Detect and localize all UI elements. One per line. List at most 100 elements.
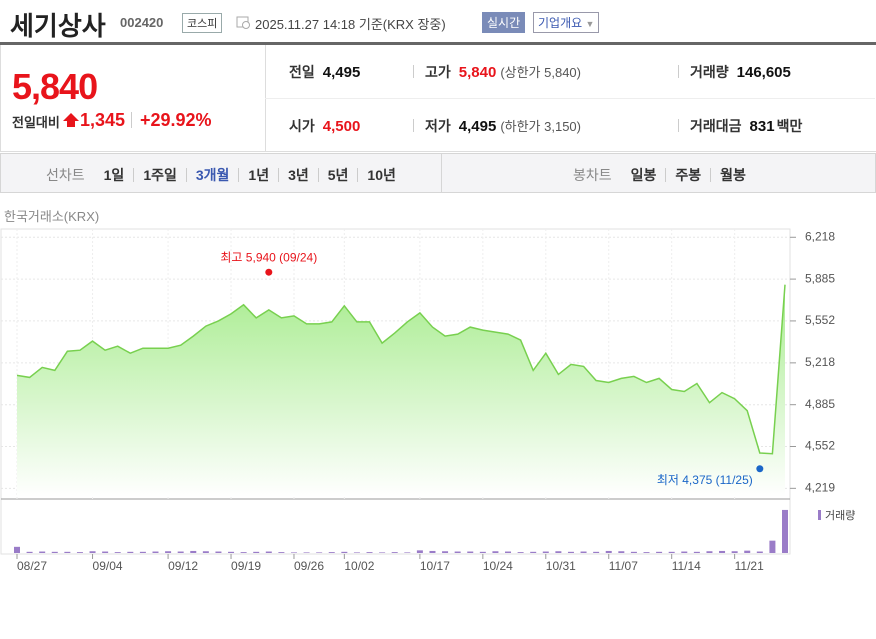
annotation-label: 최고 5,940 (09/24) xyxy=(220,250,317,264)
tab[interactable]: 1년 xyxy=(238,168,278,182)
volume-bar xyxy=(328,552,335,553)
y-tick-label: 4,552 xyxy=(805,439,835,453)
clock-icon xyxy=(236,16,250,29)
volume-bar xyxy=(643,552,650,553)
volume-bar xyxy=(505,551,512,553)
stat-label: 고가 xyxy=(425,64,451,80)
volume-bar xyxy=(416,550,423,553)
volume-bar xyxy=(605,550,612,553)
volume-bar xyxy=(693,551,700,553)
volume-bar xyxy=(14,546,20,553)
stat-unit: 백만 xyxy=(776,118,803,134)
stat-prev: 전일 4,495 xyxy=(289,62,360,82)
tab[interactable]: 1일 xyxy=(103,167,125,183)
volume-bar xyxy=(731,551,738,553)
change-divider xyxy=(131,112,132,128)
stat-value: 4,495 xyxy=(458,118,497,135)
legend-swatch xyxy=(818,510,821,520)
annotation-dot xyxy=(265,268,273,276)
stat-label: 저가 xyxy=(425,118,451,134)
dropdown-arrow: ▼ xyxy=(585,19,595,29)
volume-bar xyxy=(51,551,58,553)
volume-bar xyxy=(391,552,398,553)
company-button[interactable]: 기업개요 ▼ xyxy=(533,12,600,33)
volume-bar xyxy=(202,551,209,553)
tab[interactable]: 10년 xyxy=(357,168,404,182)
company-button-label: 기업개요 xyxy=(538,16,583,30)
volume-bar xyxy=(39,551,46,553)
tab[interactable]: 1주일 xyxy=(133,168,186,182)
volume-bar xyxy=(706,551,713,553)
price-line xyxy=(16,284,786,455)
plot-frame xyxy=(0,228,791,555)
realtime-button[interactable]: 실시간 xyxy=(482,12,526,33)
volume-bar xyxy=(555,551,562,553)
current-price: 5,840 xyxy=(12,66,98,107)
tab-group-label: 봉차트 xyxy=(573,167,612,183)
tab[interactable]: 3개월 xyxy=(185,168,239,182)
volume-bar xyxy=(102,551,109,553)
market-badge: 코스피 xyxy=(182,13,223,33)
x-tick-label: 10/31 xyxy=(546,559,576,573)
volume-bar xyxy=(290,552,297,553)
y-tick-label: 5,218 xyxy=(805,355,835,369)
timestamp-basis: 기준(KRX 장중) xyxy=(358,17,446,32)
volume-bar xyxy=(89,551,96,553)
volume-bar xyxy=(366,552,373,553)
stat-amount: 거래대금 831 백만 xyxy=(677,116,803,136)
x-tick-label: 11/14 xyxy=(672,559,701,573)
stat-high: 고가 5,840 (상한가 5,840) xyxy=(413,62,581,82)
stat-label: 거래량 xyxy=(690,64,729,80)
stat-label: 시가 xyxy=(289,118,315,134)
legend-label: 거래량 xyxy=(825,509,855,522)
summary-row-divider xyxy=(265,98,875,99)
y-tick-label: 4,885 xyxy=(805,397,835,411)
volume-bar xyxy=(139,551,146,553)
volume-bar xyxy=(26,551,33,553)
volume-bar xyxy=(769,540,776,553)
volume-bar xyxy=(228,551,235,553)
change-rate: +29.92% xyxy=(140,110,212,130)
tab[interactable]: 주봉 xyxy=(665,168,710,182)
x-tick-label: 11/07 xyxy=(609,559,638,573)
tab-bar-divider xyxy=(441,154,442,192)
volume-bar xyxy=(429,550,436,553)
stat-note: (상한가 5,840) xyxy=(500,65,581,80)
stat-label: 거래대금 xyxy=(690,118,742,134)
volume-bar xyxy=(127,551,134,553)
volume-bar xyxy=(618,551,625,553)
volume-bar xyxy=(379,552,386,553)
tab[interactable]: 5년 xyxy=(317,168,358,182)
price-area xyxy=(17,284,785,497)
y-tick-label: 5,885 xyxy=(805,271,835,285)
x-tick-label: 09/12 xyxy=(168,559,198,573)
volume-bar xyxy=(681,551,688,553)
stat-value: 4,495 xyxy=(322,64,361,81)
change-label: 전일대비 xyxy=(12,115,60,130)
volume-bar xyxy=(341,551,348,553)
volume-bar xyxy=(404,552,411,553)
volume-bar xyxy=(303,552,310,553)
candle-tabs: 봉차트 일봉 주봉 월봉 xyxy=(573,165,755,185)
line-tabs: 선차트 1일 1주일 3개월 1년 3년 5년 10년 xyxy=(46,165,405,185)
volume-bar xyxy=(454,551,461,553)
volume-bar xyxy=(467,551,474,553)
x-tick-label: 09/04 xyxy=(93,559,123,573)
stat-value: 831 xyxy=(749,118,775,135)
tab[interactable]: 일봉 xyxy=(630,167,657,183)
volume-bar xyxy=(165,551,172,553)
y-tick-label: 4,219 xyxy=(805,481,835,495)
tab[interactable]: 월봉 xyxy=(710,168,755,182)
tab[interactable]: 3년 xyxy=(278,168,318,182)
stat-low: 저가 4,495 (하한가 3,150) xyxy=(413,116,581,136)
volume-bar xyxy=(630,551,637,553)
stat-open: 시가 4,500 xyxy=(289,116,360,136)
change-amount: 1,345 xyxy=(80,110,126,130)
volume-bar xyxy=(316,552,323,553)
volume-bar xyxy=(177,551,184,553)
annotation-dot xyxy=(756,465,764,473)
volume-bar xyxy=(442,551,449,553)
volume-bar xyxy=(542,551,549,553)
